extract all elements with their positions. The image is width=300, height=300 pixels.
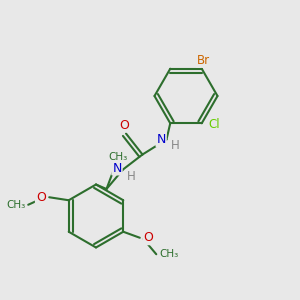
Text: CH₃: CH₃ [159, 249, 178, 259]
Text: N: N [156, 133, 166, 146]
Text: H: H [127, 169, 136, 183]
Text: Cl: Cl [208, 118, 220, 131]
Text: O: O [36, 191, 46, 204]
Text: CH₃: CH₃ [6, 200, 25, 210]
Text: O: O [120, 118, 129, 132]
Text: Br: Br [197, 54, 210, 67]
Text: N: N [112, 161, 122, 175]
Text: H: H [170, 139, 179, 152]
Text: O: O [143, 231, 153, 244]
Text: CH₃: CH₃ [108, 152, 128, 162]
